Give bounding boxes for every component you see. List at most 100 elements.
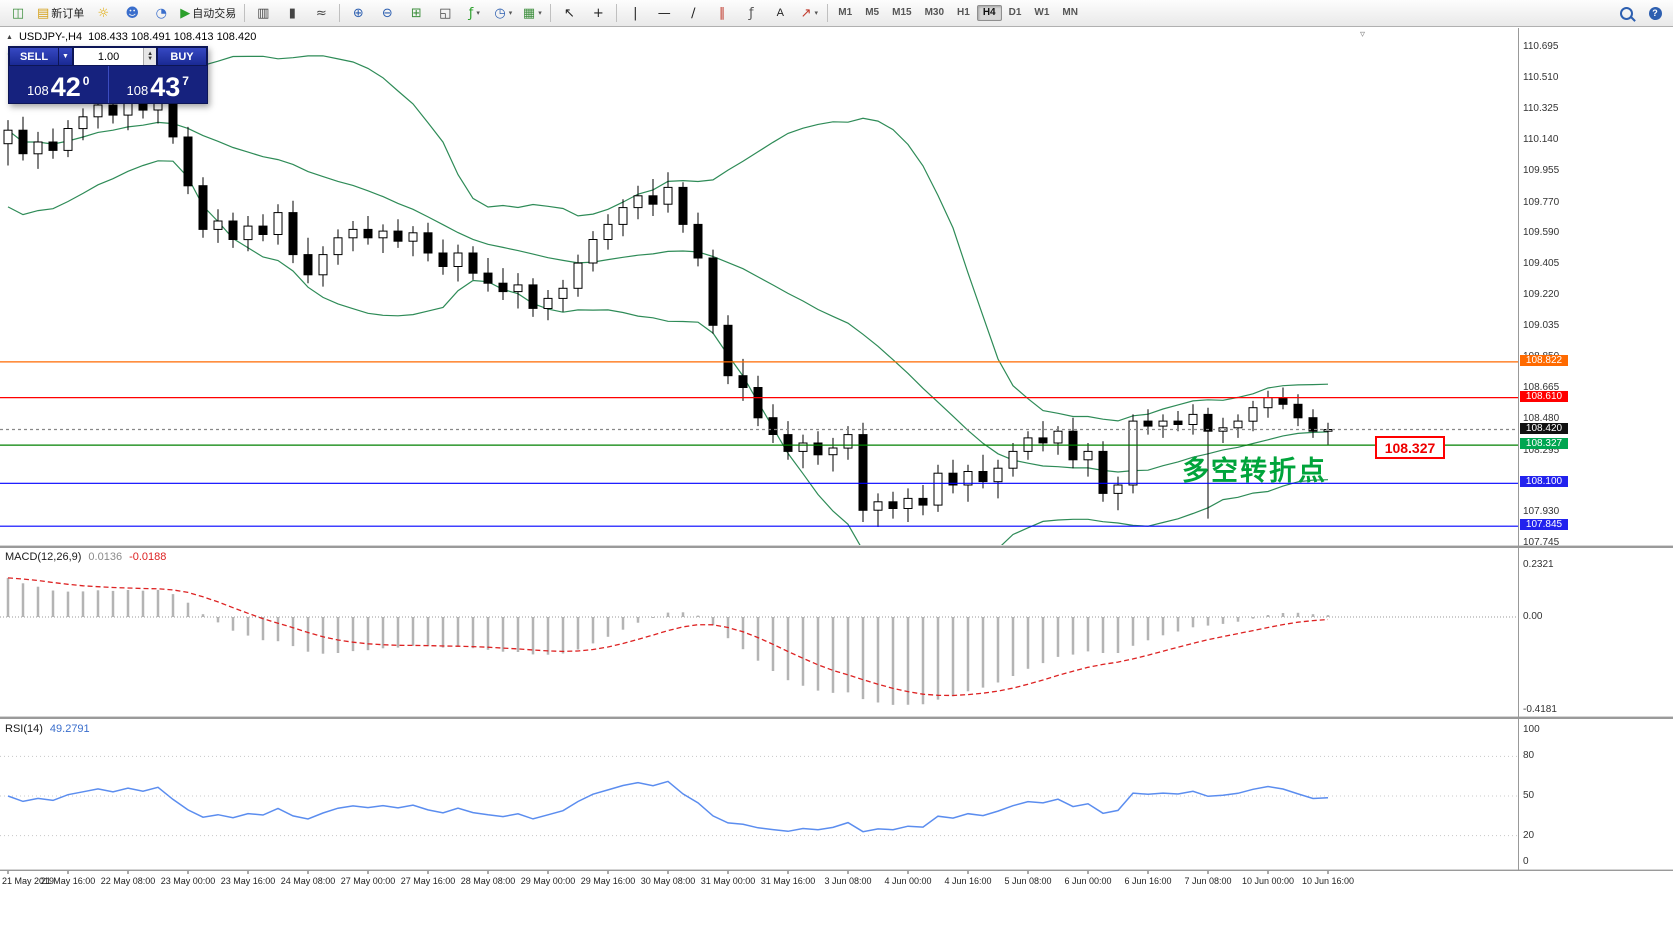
- sell-price-pip: 0: [82, 74, 90, 88]
- line-chart-icon[interactable]: ≈: [307, 1, 335, 25]
- templates-icon[interactable]: ▦ ▾: [518, 1, 546, 25]
- rsi-axis-label: 50: [1523, 790, 1535, 801]
- timeframe-h4[interactable]: H4: [976, 5, 1002, 21]
- zoom-in-icon[interactable]: ⊕: [344, 1, 372, 25]
- price-badge: 108.610: [1520, 391, 1568, 402]
- fibonacci-icon[interactable]: ƒ: [737, 1, 765, 25]
- horizontal-line-icon-glyph: —: [657, 5, 671, 21]
- help-glyph: ?: [1648, 6, 1662, 20]
- toolbar: ◫ ▤ 新订单 ☼ ☻ ◔ ▶ 自动交易 ▥ ▮ ≈ ⊕ ⊖ ⊞ ◱ ƒ ▾ ◷ ▾ ▦ ▾ ↖ + | — ∕ ∥ ƒ A ↗ ▾ M1 M5…: [0, 0, 1673, 27]
- zoom-out-icon[interactable]: ⊖: [373, 1, 401, 25]
- line-chart-icon-glyph: ≈: [315, 5, 327, 21]
- time-axis-separator: [0, 869, 1673, 871]
- bar-chart-icon-glyph: ▥: [257, 5, 270, 21]
- community-icon[interactable]: ◔: [147, 1, 175, 25]
- indicators-icon[interactable]: ƒ ▾: [460, 1, 488, 25]
- scroll-marker-icon[interactable]: ▿: [1360, 29, 1366, 40]
- arrange-windows-icon-glyph: ◱: [439, 5, 452, 21]
- app-icon[interactable]: ◫: [4, 1, 32, 25]
- sell-price-big: 108: [27, 83, 49, 98]
- arrange-windows-icon[interactable]: ◱: [431, 1, 459, 25]
- search-icon[interactable]: [1612, 1, 1640, 25]
- candlestick-icon[interactable]: ▮: [278, 1, 306, 25]
- favorites-icon[interactable]: ☼: [89, 1, 117, 25]
- time-axis-label: 30 May 08:00: [640, 876, 696, 886]
- toolbar-separator: [616, 4, 618, 22]
- sell-price[interactable]: 108 42 0: [9, 66, 108, 103]
- tile-windows-icon[interactable]: ⊞: [402, 1, 430, 25]
- trendline-icon[interactable]: ∕: [679, 1, 707, 25]
- macd-indicator-label: MACD(12,26,9) 0.0136 -0.0188: [5, 551, 166, 563]
- new-order-button-glyph: ▤: [37, 5, 50, 21]
- price-badge: 108.420: [1520, 423, 1568, 434]
- cursor-icon-glyph: ↖: [563, 5, 575, 21]
- new-order-button[interactable]: ▤ 新订单: [33, 1, 88, 25]
- time-axis-label: 23 May 00:00: [160, 876, 216, 886]
- vertical-line-icon[interactable]: |: [621, 1, 649, 25]
- order-options-dropdown[interactable]: ▼: [59, 47, 73, 66]
- buy-price-pip: 7: [182, 74, 189, 88]
- periods-icon[interactable]: ◷ ▾: [489, 1, 517, 25]
- volume-input[interactable]: [74, 48, 144, 65]
- text-tool-button[interactable]: A: [766, 1, 794, 25]
- timeframe-h1[interactable]: H1: [957, 7, 970, 18]
- channel-icon[interactable]: ∥: [708, 1, 736, 25]
- arrows-icon[interactable]: ↗ ▾: [795, 1, 823, 25]
- symbol-ohlc: 108.433 108.491 108.413 108.420: [88, 31, 257, 43]
- price-axis-label: 109.035: [1523, 320, 1560, 331]
- macd-panel-separator[interactable]: [0, 545, 1673, 548]
- time-axis-label: 4 Jun 00:00: [884, 876, 932, 886]
- auto-trading-button[interactable]: ▶ 自动交易: [176, 1, 240, 25]
- time-axis-label: 29 May 00:00: [520, 876, 576, 886]
- profile-icon[interactable]: ☻: [118, 1, 146, 25]
- trendline-icon-glyph: ∕: [691, 5, 696, 21]
- macd-signal-value: -0.0188: [129, 551, 167, 563]
- chevron-down-icon: ▾: [508, 10, 513, 17]
- crosshair-icon[interactable]: +: [584, 1, 612, 25]
- macd-axis-label: -0.4181: [1523, 704, 1557, 715]
- timeframe-w1[interactable]: W1: [1034, 7, 1050, 18]
- timeframe-m30[interactable]: M30: [924, 7, 945, 18]
- symbol-name: USDJPY-,H4: [18, 31, 83, 43]
- trade-controls-row: SELL ▼ ▲ ▼ BUY: [9, 47, 207, 66]
- buy-price[interactable]: 108 43 7: [109, 66, 208, 103]
- time-axis-label: 22 May 08:00: [100, 876, 156, 886]
- buy-button[interactable]: BUY: [157, 47, 207, 66]
- candles-layer: [3, 83, 1333, 527]
- price-axis-label: 110.695: [1523, 41, 1559, 52]
- price-axis-label: 108.480: [1523, 413, 1560, 424]
- macd-axis-label: 0.2321: [1523, 559, 1554, 570]
- time-axis-label: 6 Jun 16:00: [1124, 876, 1172, 886]
- time-axis-label: 3 Jun 08:00: [824, 876, 872, 886]
- time-axis-label: 21 May 2019: [2, 876, 55, 886]
- help-icon[interactable]: ?: [1641, 1, 1669, 25]
- price-badge: 107.845: [1520, 519, 1568, 530]
- price-axis-divider: [1518, 28, 1519, 871]
- one-click-trading-widget: SELL ▼ ▲ ▼ BUY 108 42 0 108 43 7: [8, 46, 208, 104]
- rsi-value: 49.2791: [49, 723, 90, 735]
- arrows-icon-glyph: ↗: [800, 5, 812, 21]
- time-axis-label: 27 May 16:00: [400, 876, 456, 886]
- price-axis-label: 108.665: [1523, 382, 1560, 393]
- time-axis-label: 4 Jun 16:00: [944, 876, 992, 886]
- timeframe-d1[interactable]: D1: [1008, 7, 1022, 18]
- macd-name: MACD(12,26,9): [5, 551, 82, 563]
- chevron-down-icon: ▾: [814, 10, 818, 17]
- bar-chart-icon[interactable]: ▥: [249, 1, 277, 25]
- sell-button[interactable]: SELL: [9, 47, 59, 66]
- timeframe-m5[interactable]: M5: [865, 7, 880, 18]
- volume-down-button[interactable]: ▼: [147, 55, 154, 62]
- macd-axis-label: 0.00: [1523, 611, 1543, 622]
- time-axis-label: 24 May 08:00: [280, 876, 336, 886]
- fibonacci-icon-glyph: ƒ: [749, 5, 754, 21]
- price-axis-label: 109.220: [1523, 289, 1560, 300]
- cursor-icon[interactable]: ↖: [555, 1, 583, 25]
- rsi-indicator-label: RSI(14) 49.2791: [5, 723, 90, 735]
- horizontal-line-icon[interactable]: —: [650, 1, 678, 25]
- rsi-panel-separator[interactable]: [0, 716, 1673, 719]
- price-axis-label: 109.590: [1523, 227, 1560, 238]
- timeframe-m1[interactable]: M1: [838, 7, 853, 18]
- timeframe-m15[interactable]: M15: [892, 7, 912, 18]
- timeframe-mn[interactable]: MN: [1062, 7, 1078, 18]
